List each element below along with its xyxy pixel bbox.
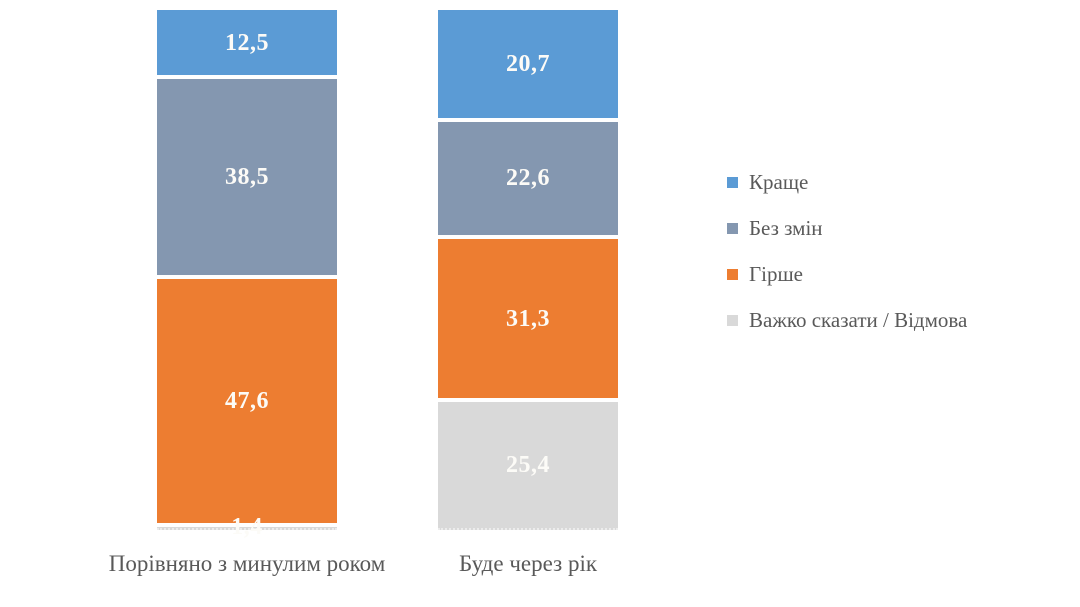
- value-label: 38,5: [225, 164, 269, 191]
- legend-marker-icon: [727, 269, 738, 280]
- bar-segment: 22,6: [438, 117, 618, 236]
- legend-marker-icon: [727, 315, 738, 326]
- bar-segment: 12,5: [157, 10, 337, 75]
- legend-marker-icon: [727, 177, 738, 188]
- legend-item: Без змін: [727, 216, 967, 241]
- value-label: 20,7: [506, 50, 550, 77]
- bar-segment: 31,3: [438, 235, 618, 398]
- bar-segment: 20,7: [438, 10, 618, 118]
- value-label: 47,6: [225, 387, 269, 414]
- bar-segment: 47,6: [157, 275, 337, 523]
- value-label: 22,6: [506, 165, 550, 192]
- value-label: 31,3: [506, 305, 550, 332]
- value-label: 12,5: [225, 29, 269, 56]
- plot-area: 12,5 38,5 47,6 1,4 20,7 22,6 31,3 25,4: [0, 10, 1080, 539]
- legend-label: Краще: [749, 170, 809, 194]
- value-label: 25,4: [506, 451, 550, 478]
- bar-segment: 38,5: [157, 75, 337, 276]
- legend: Краще Без змін Гірше Важко сказати / Відмов…: [727, 170, 967, 333]
- stacked-bar: 12,5 38,5 47,6 1,4: [157, 10, 337, 539]
- legend-label: Гірше: [749, 262, 803, 286]
- legend-label: Важко сказати / Відмова: [749, 308, 968, 332]
- bar-segment: 1,4: [157, 515, 337, 539]
- legend-marker-icon: [727, 223, 738, 234]
- category-label: Буде через рік: [458, 551, 598, 576]
- value-label: 1,4: [231, 514, 263, 541]
- legend-item: Краще: [727, 170, 967, 195]
- stacked-bar: 20,7 22,6 31,3 25,4: [438, 10, 618, 530]
- legend-item: Важко сказати / Відмова: [727, 308, 967, 333]
- category-label: Порівняно з минулим роком: [108, 551, 386, 576]
- bar-segment: 25,4: [438, 397, 618, 530]
- legend-label: Без змін: [749, 216, 823, 240]
- legend-item: Гірше: [727, 262, 967, 287]
